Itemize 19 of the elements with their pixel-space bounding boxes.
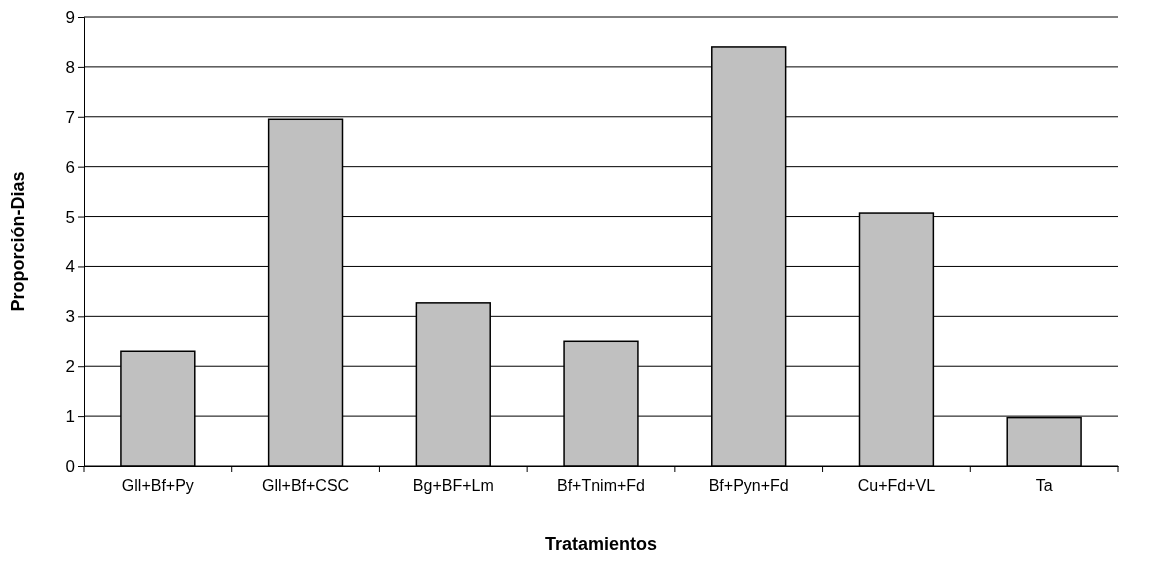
y-tick-label: 6 — [65, 157, 75, 177]
y-tick-label: 3 — [65, 307, 75, 327]
x-tick-label: Bf+Pyn+Fd — [708, 477, 789, 495]
y-tick-label: 9 — [65, 7, 75, 27]
x-axis-title: Tratamientos — [544, 534, 658, 554]
y-tick-label: 0 — [65, 456, 75, 476]
y-tick-label: 7 — [65, 107, 75, 127]
y-tick-label: 2 — [65, 357, 75, 377]
x-tick-label: Ta — [1035, 477, 1053, 495]
x-tick-label: Gll+Bf+CSC — [262, 477, 350, 495]
y-tick-label: 5 — [65, 207, 75, 227]
x-tick-label: Bf+Tnim+Fd — [556, 477, 646, 495]
x-tick-label: Cu+Fd+VL — [857, 477, 936, 495]
x-tick-label: Gll+Bf+Py — [121, 477, 194, 495]
x-tick-label: Bg+BF+Lm — [412, 477, 494, 495]
y-axis-title: Proporción-Dias — [8, 171, 28, 312]
y-tick-label: 4 — [65, 257, 75, 277]
y-tick-label: 8 — [65, 57, 75, 77]
y-tick-label: 1 — [65, 407, 75, 427]
